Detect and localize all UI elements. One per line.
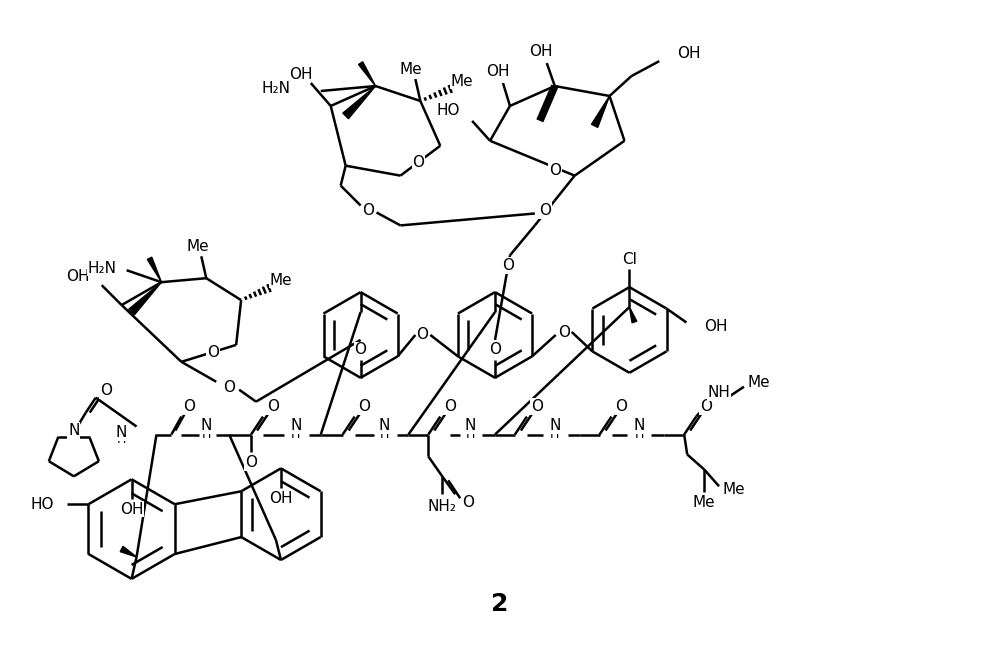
Text: H: H bbox=[117, 433, 126, 446]
Text: OH: OH bbox=[486, 64, 510, 79]
Text: O: O bbox=[444, 399, 456, 414]
Text: OH: OH bbox=[529, 44, 553, 59]
Polygon shape bbox=[629, 307, 637, 322]
Text: H: H bbox=[465, 428, 475, 441]
Text: N: N bbox=[116, 425, 127, 440]
Text: O: O bbox=[100, 383, 112, 398]
Polygon shape bbox=[591, 96, 610, 128]
Text: OH: OH bbox=[289, 66, 313, 81]
Text: NH₂: NH₂ bbox=[428, 499, 457, 513]
Text: O: O bbox=[245, 455, 257, 470]
Text: O: O bbox=[549, 163, 561, 178]
Text: O: O bbox=[359, 399, 371, 414]
Text: H₂N: H₂N bbox=[88, 261, 117, 275]
Text: HO: HO bbox=[437, 103, 460, 119]
Text: OH: OH bbox=[677, 46, 701, 61]
Text: OH: OH bbox=[269, 491, 293, 506]
Text: O: O bbox=[502, 258, 514, 273]
Text: HO: HO bbox=[30, 497, 54, 511]
Text: Me: Me bbox=[451, 74, 473, 88]
Text: N: N bbox=[549, 418, 560, 433]
Text: Me: Me bbox=[723, 482, 745, 497]
Polygon shape bbox=[147, 257, 161, 282]
Polygon shape bbox=[359, 62, 376, 86]
Text: Me: Me bbox=[187, 239, 210, 254]
Text: N: N bbox=[464, 418, 476, 433]
Text: H: H bbox=[380, 428, 389, 441]
Text: OH: OH bbox=[120, 502, 143, 517]
Text: H₂N: H₂N bbox=[262, 81, 291, 95]
Text: O: O bbox=[267, 399, 279, 414]
Text: OH: OH bbox=[704, 319, 728, 334]
Text: O: O bbox=[700, 399, 712, 414]
Text: N: N bbox=[68, 423, 80, 438]
Text: O: O bbox=[558, 326, 570, 341]
Text: H: H bbox=[635, 428, 644, 441]
Text: O: O bbox=[355, 342, 367, 357]
Text: O: O bbox=[183, 399, 195, 414]
Text: O: O bbox=[412, 155, 424, 170]
Text: O: O bbox=[416, 328, 428, 342]
Text: N: N bbox=[201, 418, 212, 433]
Text: O: O bbox=[363, 203, 375, 218]
Text: O: O bbox=[207, 345, 219, 361]
Text: O: O bbox=[223, 380, 235, 395]
Polygon shape bbox=[129, 282, 161, 315]
Text: O: O bbox=[489, 342, 501, 357]
Text: Me: Me bbox=[748, 375, 770, 390]
Text: O: O bbox=[615, 399, 627, 414]
Text: 2: 2 bbox=[491, 591, 509, 616]
Text: H: H bbox=[291, 428, 301, 441]
Text: H: H bbox=[202, 428, 211, 441]
Polygon shape bbox=[343, 86, 376, 119]
Polygon shape bbox=[120, 546, 137, 557]
Text: Me: Me bbox=[399, 61, 422, 77]
Text: N: N bbox=[634, 418, 645, 433]
Text: OH: OH bbox=[66, 269, 90, 284]
Text: O: O bbox=[531, 399, 543, 414]
Text: Me: Me bbox=[693, 495, 715, 510]
Text: Me: Me bbox=[270, 273, 292, 288]
Text: O: O bbox=[462, 495, 474, 510]
Text: O: O bbox=[539, 203, 551, 218]
Text: N: N bbox=[379, 418, 390, 433]
Text: N: N bbox=[290, 418, 302, 433]
Text: Cl: Cl bbox=[622, 252, 637, 267]
Text: NH: NH bbox=[708, 385, 730, 400]
Text: H: H bbox=[550, 428, 559, 441]
